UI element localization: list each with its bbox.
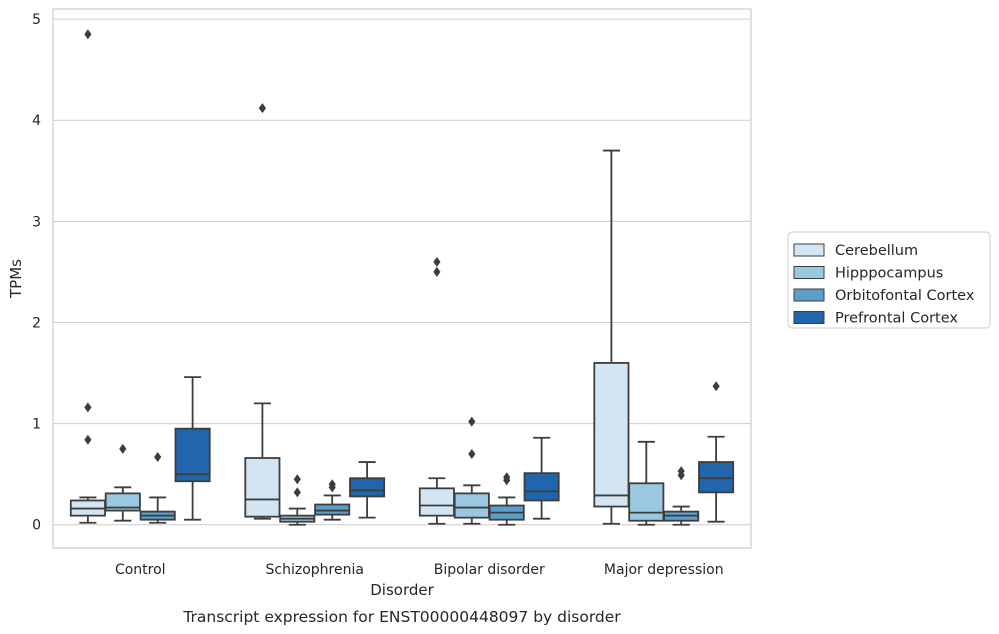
box-1-3	[349, 461, 386, 519]
legend-swatch	[793, 266, 825, 279]
x-tick-label: Schizophrenia	[266, 562, 364, 578]
y-tick-label: 3	[32, 214, 41, 230]
box-iqr	[314, 503, 351, 516]
outlier-point	[677, 470, 685, 481]
outlier-point	[258, 103, 266, 114]
legend-swatch	[793, 288, 825, 302]
box-0-1	[104, 443, 141, 522]
box-2-3	[523, 436, 560, 520]
box-0-2	[139, 451, 176, 524]
box-3-1	[628, 440, 665, 526]
plot-frame	[52, 8, 752, 549]
box-3-2	[663, 466, 700, 526]
box-3-3	[698, 381, 735, 523]
legend: Cerebellum Hipppocampus Orbitofontal Corte…	[787, 231, 991, 329]
box-iqr	[418, 487, 455, 517]
box-3-0	[593, 149, 630, 525]
box-iqr	[523, 472, 560, 502]
outlier-point	[433, 256, 441, 267]
outlier-point	[293, 474, 301, 485]
box-iqr	[593, 362, 630, 508]
box-iqr	[453, 492, 490, 519]
box-1-2	[314, 479, 351, 521]
outlier-point	[468, 416, 476, 427]
outlier-point	[119, 443, 127, 454]
outlier-point	[84, 402, 92, 413]
y-tick-label: 1	[32, 417, 41, 433]
outlier-point	[84, 29, 92, 40]
outlier-point	[433, 266, 441, 277]
gridlines	[53, 18, 751, 526]
box-0-0	[69, 29, 106, 524]
chart-caption: Transcript expression for ENST0000044809…	[182, 608, 621, 626]
box-0-3	[174, 376, 211, 521]
legend-label: Hipppocampus	[835, 266, 943, 282]
box-iqr	[104, 492, 141, 512]
legend-label: Prefrontal Cortex	[835, 311, 958, 327]
outlier-point	[328, 482, 336, 493]
box-iqr	[349, 477, 386, 498]
y-tick-label: 4	[32, 113, 41, 129]
legend-label: Cerebellum	[835, 243, 918, 259]
box-iqr	[174, 427, 211, 483]
x-tick-label: Control	[115, 562, 166, 578]
x-tick-label: Bipolar disorder	[434, 562, 545, 578]
legend-swatch	[793, 311, 825, 324]
legend-label: Orbitofontal Cortex	[835, 288, 975, 304]
box-iqr	[244, 457, 281, 518]
outlier-point	[154, 451, 162, 462]
box-2-1	[453, 416, 490, 525]
outlier-point	[293, 487, 301, 498]
outlier-point	[712, 381, 720, 392]
y-tick-label: 5	[32, 12, 41, 28]
y-tick-label: 0	[32, 518, 41, 534]
outlier-point	[503, 475, 511, 486]
box-2-0	[418, 256, 455, 525]
legend-swatch	[793, 243, 825, 257]
box-2-2	[488, 472, 525, 526]
outlier-point	[468, 448, 476, 459]
box-1-0	[244, 103, 281, 520]
x-tick-label: Major depression	[604, 562, 724, 578]
box-1-1	[279, 474, 316, 526]
box-iqr	[628, 482, 665, 522]
y-tick-label: 2	[32, 315, 41, 331]
outlier-point	[84, 434, 92, 445]
boxes	[69, 29, 735, 526]
legend-frame	[787, 231, 991, 329]
y-tick-labels: 0 1 2 3 4 5	[32, 12, 41, 534]
y-axis-label: TPMs	[7, 259, 25, 299]
box-iqr	[698, 461, 735, 494]
x-tick-labels: Control Schizophrenia Bipolar disorder Majo…	[115, 562, 724, 578]
x-axis-label: Disorder	[370, 581, 434, 599]
